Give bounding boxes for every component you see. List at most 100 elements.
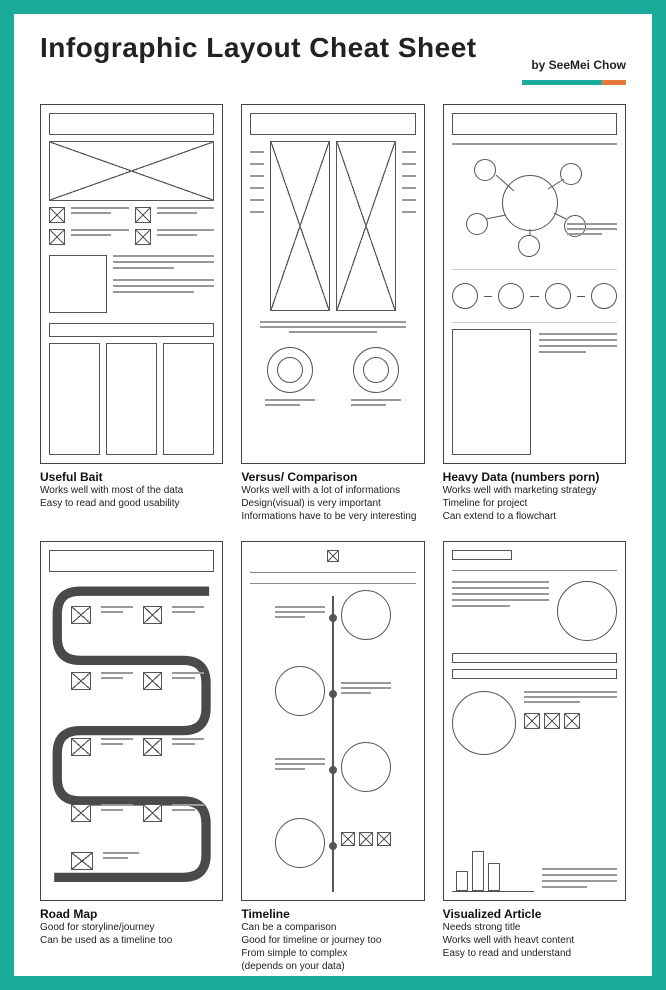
icon xyxy=(564,713,580,729)
stops-layer xyxy=(49,594,214,892)
bar xyxy=(452,653,617,663)
mid-text xyxy=(260,321,405,333)
icon xyxy=(49,207,65,223)
caption-line: Can be a comparison xyxy=(241,921,424,934)
box xyxy=(452,329,532,455)
bubble xyxy=(341,742,391,792)
bar xyxy=(49,323,214,337)
icon xyxy=(135,229,151,245)
icon xyxy=(143,606,163,624)
icon-row-2 xyxy=(49,229,214,245)
header-box xyxy=(49,550,214,572)
cell-visualized-article: Visualized Article Needs strong title Wo… xyxy=(443,541,626,973)
page-frame: Infographic Layout Cheat Sheet by SeeMei… xyxy=(0,0,666,990)
node xyxy=(329,766,337,774)
caption-line: Works well with heavt content xyxy=(443,934,626,947)
divider xyxy=(452,269,617,270)
caption-line: Works well with marketing strategy xyxy=(443,484,626,497)
icon xyxy=(143,804,163,822)
stop-row xyxy=(71,852,139,870)
versus-columns xyxy=(250,141,415,311)
text xyxy=(101,672,133,690)
right-labels xyxy=(402,141,416,311)
feature-text xyxy=(113,255,214,313)
option-a xyxy=(270,141,330,311)
bubble xyxy=(275,666,325,716)
text xyxy=(542,868,617,892)
bottom-row xyxy=(452,329,617,455)
text xyxy=(172,606,204,624)
process-row xyxy=(452,276,617,316)
icon xyxy=(143,738,163,756)
text xyxy=(539,329,617,455)
timeline-body xyxy=(250,596,415,892)
icon xyxy=(71,672,91,690)
icon xyxy=(71,738,91,756)
icon xyxy=(327,550,339,562)
card xyxy=(163,343,214,455)
thumb-heavy-data xyxy=(443,104,626,464)
text xyxy=(157,229,215,245)
header-box xyxy=(250,113,415,135)
text xyxy=(172,738,204,756)
chart xyxy=(557,581,617,641)
cell-versus: Versus/ Comparison Works well with a lot… xyxy=(241,104,424,523)
bubble xyxy=(341,590,391,640)
node xyxy=(329,690,337,698)
divider xyxy=(250,572,415,573)
caption-title: Timeline xyxy=(241,907,424,921)
header-box xyxy=(49,113,214,135)
text xyxy=(341,682,391,694)
caption-line: From simple to complex xyxy=(241,947,424,960)
section-3 xyxy=(452,767,617,892)
step xyxy=(591,283,617,309)
donut-b xyxy=(353,347,399,393)
spokes xyxy=(452,153,617,263)
donut-labels xyxy=(250,399,415,406)
bar xyxy=(472,851,484,891)
thumb-visualized-article xyxy=(443,541,626,901)
stop-row xyxy=(71,606,204,624)
thumb-versus xyxy=(241,104,424,464)
caption-title: Heavy Data (numbers porn) xyxy=(443,470,626,484)
bar xyxy=(456,871,468,891)
bubble xyxy=(275,818,325,868)
option-b xyxy=(336,141,396,311)
connector xyxy=(484,296,492,297)
text xyxy=(71,229,129,245)
icon xyxy=(135,207,151,223)
section-1 xyxy=(452,581,617,641)
underline-orange xyxy=(602,80,626,85)
label-a xyxy=(265,399,315,406)
bar xyxy=(488,863,500,891)
icon xyxy=(71,852,93,870)
top-icon xyxy=(250,550,415,562)
text xyxy=(172,672,204,690)
donut-row xyxy=(250,347,415,393)
caption-line: Easy to read and good usability xyxy=(40,497,223,510)
sub-line xyxy=(452,143,617,145)
caption-line: Informations have to be very interesting xyxy=(241,510,424,523)
connector xyxy=(530,296,538,297)
stop-row xyxy=(71,738,204,756)
step xyxy=(452,283,478,309)
feature-image xyxy=(49,255,107,313)
bar-chart xyxy=(452,832,535,892)
thumb-road-map xyxy=(40,541,223,901)
icon xyxy=(377,832,391,846)
left-labels xyxy=(250,141,264,311)
donut-inner xyxy=(363,357,389,383)
chart xyxy=(452,691,516,755)
donut-inner xyxy=(277,357,303,383)
icon xyxy=(71,804,91,822)
node xyxy=(329,842,337,850)
step xyxy=(498,283,524,309)
hero-image xyxy=(49,141,214,201)
caption-line: Good for timeline or journey too xyxy=(241,934,424,947)
text xyxy=(103,852,139,870)
text xyxy=(101,606,133,624)
divider xyxy=(250,583,415,584)
header: Infographic Layout Cheat Sheet by SeeMei… xyxy=(40,32,626,90)
caption-line: (depends on your data) xyxy=(241,960,424,973)
side-text xyxy=(567,223,617,235)
